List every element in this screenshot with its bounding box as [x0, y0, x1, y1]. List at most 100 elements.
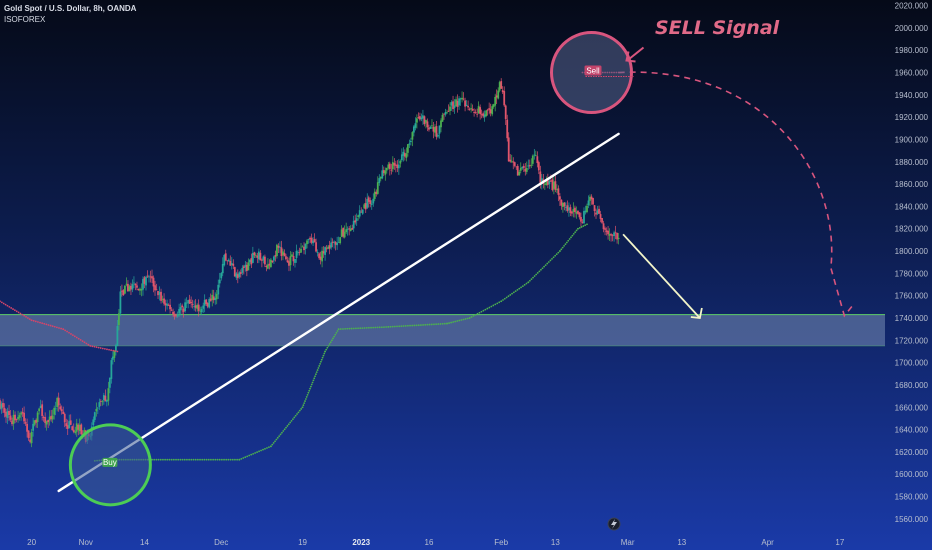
- candle-body: [507, 137, 510, 162]
- candle: [140, 283, 143, 297]
- trailing-stop-dot: [231, 458, 234, 461]
- candle: [617, 233, 620, 245]
- candle-body: [461, 97, 463, 100]
- trailing-stop-dot: [523, 283, 526, 286]
- candle-body: [133, 282, 135, 284]
- trailing-stop-dot: [350, 327, 353, 330]
- candle: [431, 119, 433, 129]
- candle: [27, 430, 30, 441]
- candle-body: [161, 299, 164, 301]
- trailing-stop-dot: [488, 306, 491, 309]
- candle: [437, 133, 439, 139]
- candle: [116, 319, 119, 347]
- candle: [527, 159, 530, 170]
- trailing-stop-dot: [309, 385, 312, 388]
- candle-body: [102, 395, 105, 401]
- candle: [92, 416, 95, 429]
- trailing-stop-dot: [521, 285, 524, 287]
- candle-body: [59, 406, 62, 410]
- candle: [378, 174, 381, 186]
- trailing-stop-dot: [301, 406, 304, 409]
- candle: [187, 299, 190, 309]
- candle: [455, 96, 457, 107]
- candle-body: [74, 431, 77, 434]
- candle-body: [202, 305, 205, 309]
- trailing-stop-dot: [103, 347, 106, 350]
- candle-body: [376, 182, 379, 194]
- trailing-stop-dot: [170, 458, 173, 461]
- candle: [265, 264, 268, 272]
- candle: [562, 202, 564, 213]
- candle: [21, 407, 24, 417]
- candle: [435, 120, 438, 140]
- candle: [208, 297, 211, 309]
- candle-body: [307, 239, 310, 241]
- trailing-stop-dot: [39, 321, 41, 324]
- candle: [193, 300, 196, 311]
- candle: [363, 203, 366, 209]
- candle: [331, 238, 334, 248]
- candle: [414, 117, 417, 131]
- candle: [211, 289, 214, 307]
- candle-body: [75, 423, 78, 432]
- candle-body: [54, 408, 57, 410]
- chart-source: ISOFOREX: [4, 15, 46, 24]
- trailing-stop-dot: [108, 348, 110, 351]
- candle-body: [393, 163, 396, 166]
- candle: [163, 293, 165, 306]
- trailing-stop-dot: [518, 287, 521, 290]
- trailing-stop-dot: [101, 347, 104, 350]
- candle-body: [306, 240, 308, 245]
- trailing-stop-dot: [320, 360, 322, 363]
- buy-tag-bg: [102, 457, 118, 467]
- trailing-stop-dot: [214, 458, 217, 461]
- candle-body: [270, 259, 272, 268]
- sell-pointer-arrow: [627, 46, 645, 61]
- trailing-stop-dot: [323, 352, 326, 355]
- candle-body: [351, 227, 354, 230]
- candle-body: [315, 242, 317, 252]
- candle-body: [533, 154, 536, 156]
- y-tick-label: 1980.000: [895, 46, 929, 55]
- candle: [521, 166, 524, 170]
- candle-body: [324, 247, 327, 255]
- candle-body: [203, 299, 206, 306]
- candle-body: [173, 313, 176, 317]
- trailing-stop-dot: [87, 343, 90, 346]
- candle-body: [434, 127, 436, 133]
- trailing-stop-dot: [574, 231, 577, 234]
- candle-body: [30, 431, 33, 444]
- candle-body: [482, 113, 485, 117]
- candle: [273, 255, 275, 264]
- candle: [560, 199, 563, 210]
- trailing-stop-dot: [293, 416, 296, 419]
- candle-body: [360, 211, 363, 213]
- candle-body: [390, 169, 393, 171]
- trailing-stop-dot: [256, 451, 258, 454]
- trailing-stop-dot: [342, 328, 344, 330]
- candle-body: [480, 114, 483, 116]
- candle: [277, 243, 280, 254]
- trailing-stop-dot: [535, 273, 538, 276]
- candle-body: [9, 415, 12, 420]
- candle: [342, 227, 345, 239]
- trailing-stop-dot: [565, 241, 568, 244]
- candle-body: [223, 255, 226, 266]
- candle-body: [471, 108, 474, 111]
- candle-body: [354, 220, 357, 223]
- sell-tag-label: Sell: [586, 67, 600, 76]
- candle: [148, 274, 150, 283]
- candle-body: [554, 181, 557, 190]
- candle-body: [184, 302, 187, 312]
- trailing-stop-dot: [486, 307, 489, 310]
- candle: [607, 225, 609, 240]
- trailing-stop-dot: [297, 411, 300, 414]
- candle: [584, 205, 587, 215]
- trailing-stop-dot: [380, 326, 383, 329]
- candle-body: [340, 229, 343, 237]
- candle: [337, 236, 340, 243]
- candle: [616, 232, 618, 244]
- candle: [566, 200, 569, 213]
- candle: [480, 109, 483, 119]
- candle: [504, 104, 507, 125]
